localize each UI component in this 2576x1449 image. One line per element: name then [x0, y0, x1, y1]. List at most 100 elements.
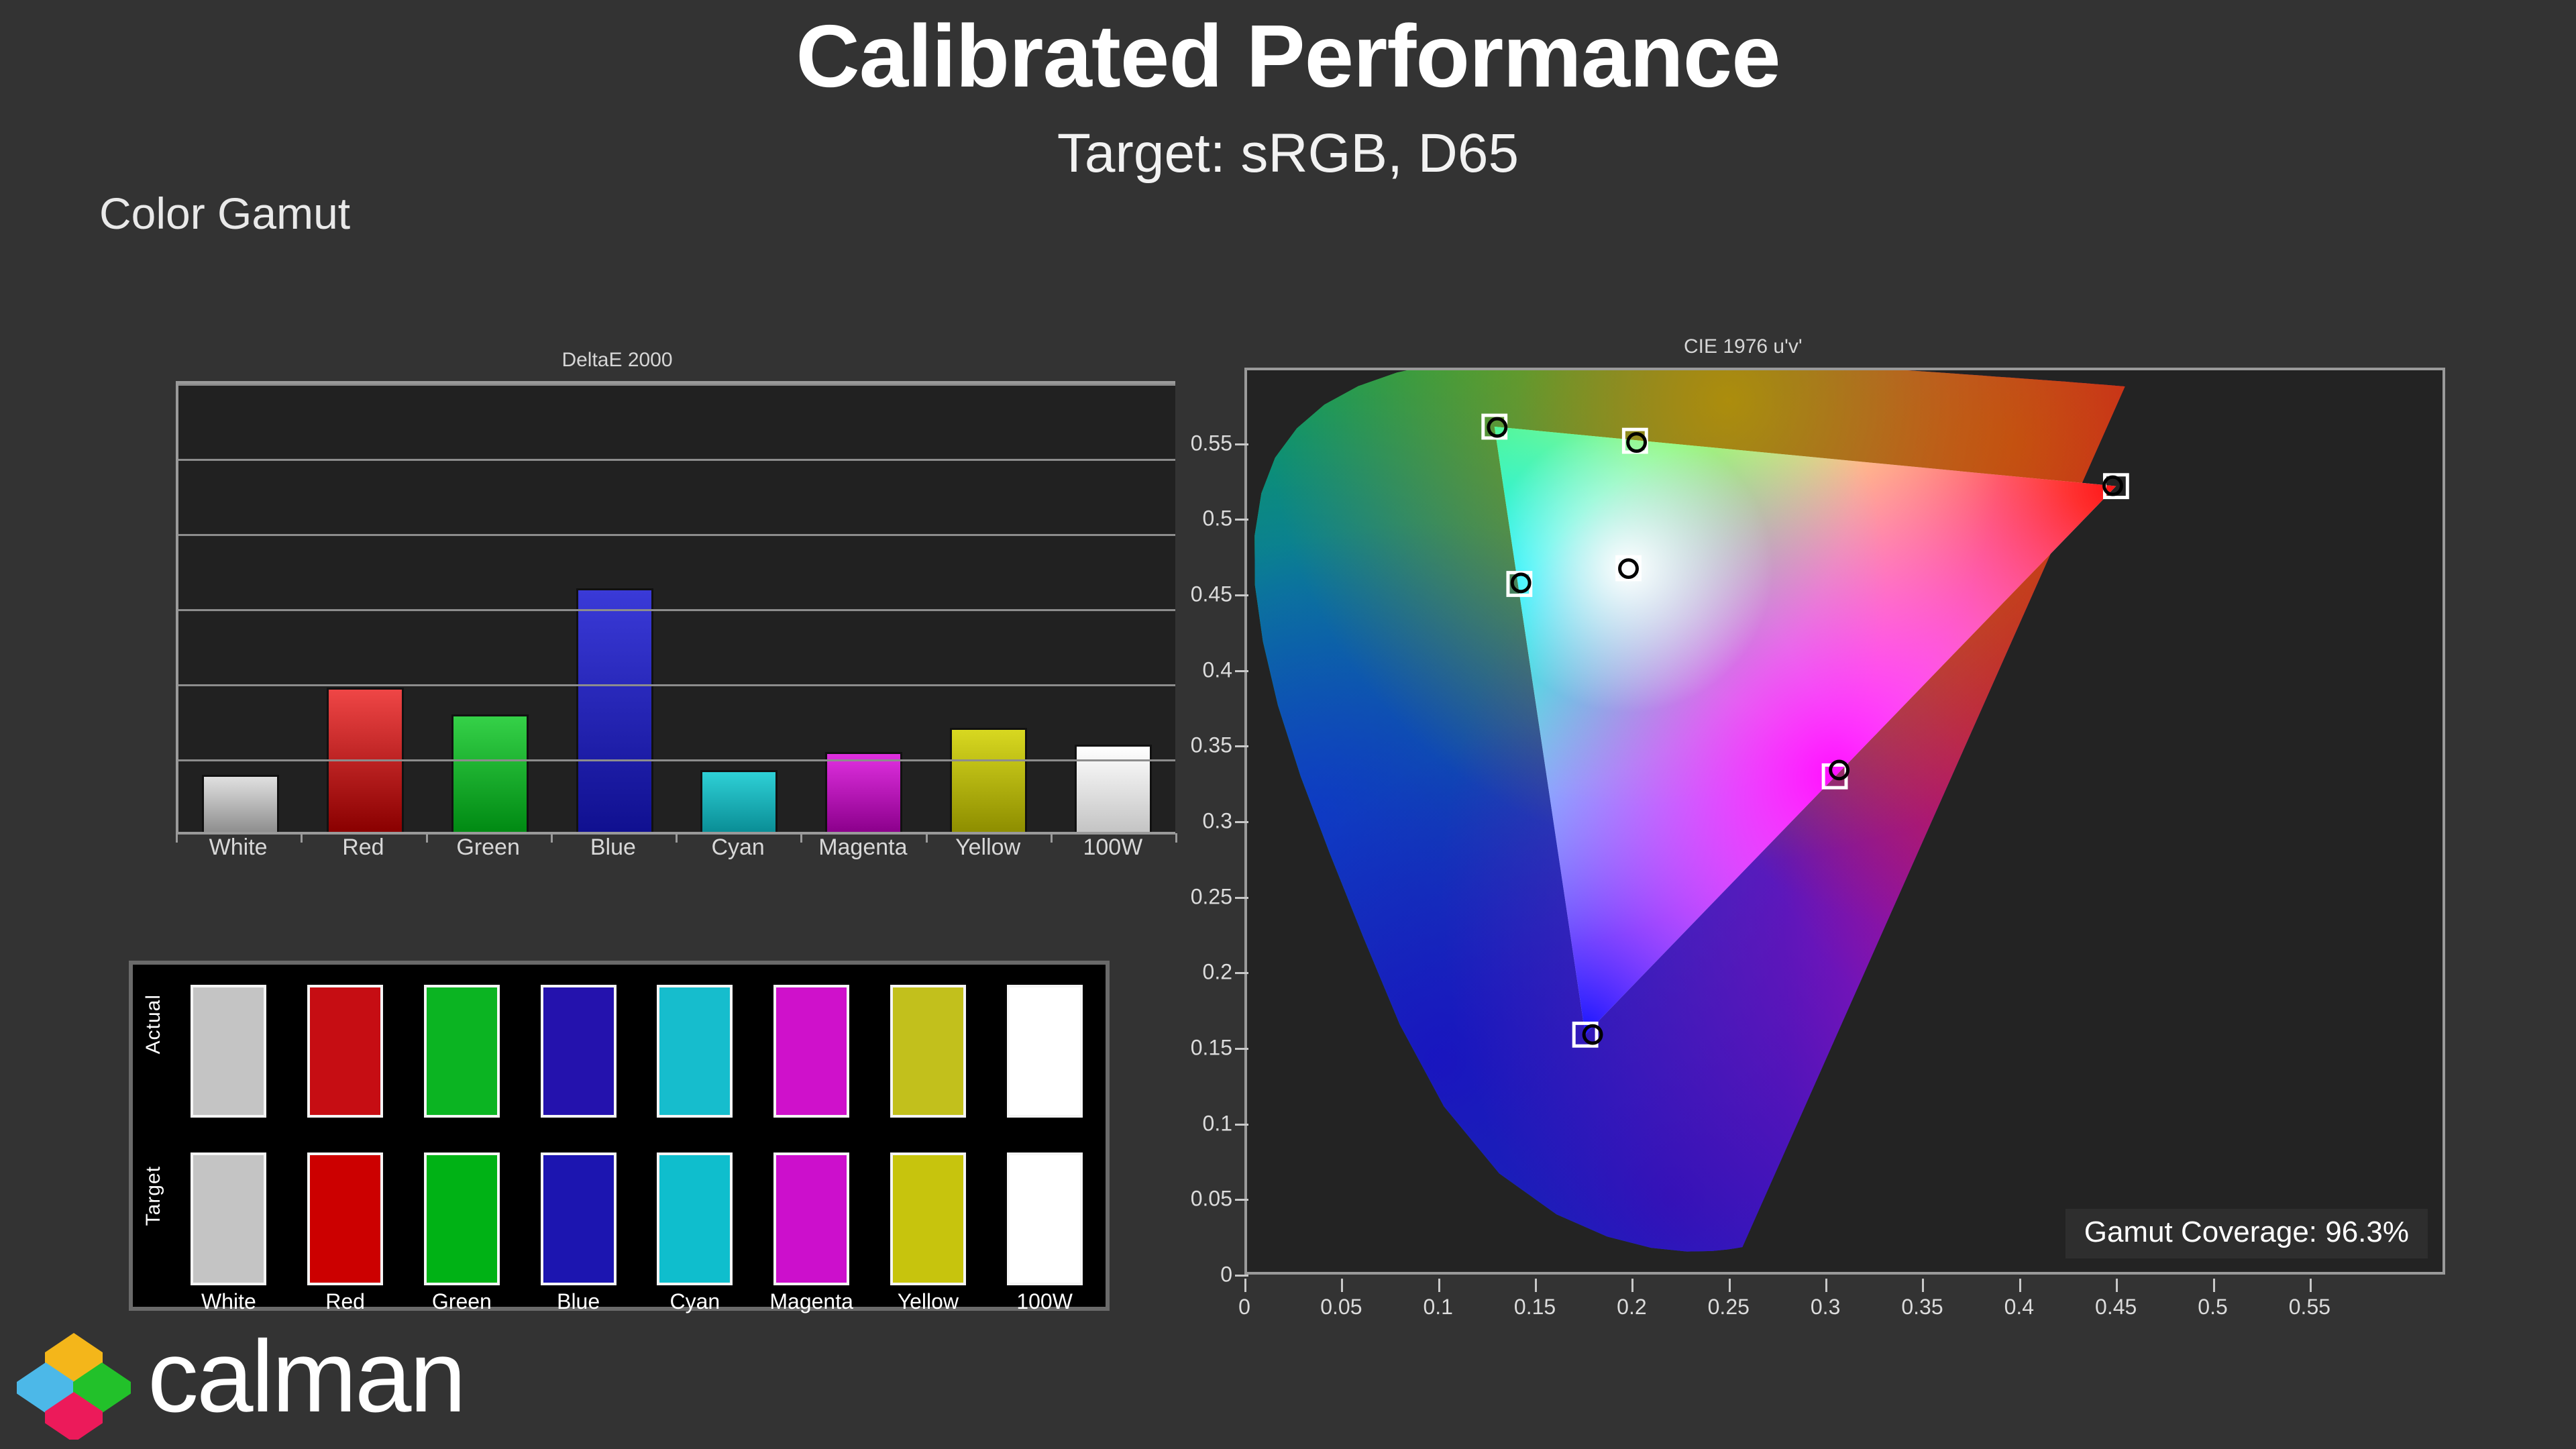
page-title: Calibrated Performance	[796, 7, 1780, 105]
swatch-row-target	[170, 1152, 1103, 1285]
bar-chart-gridline	[178, 759, 1175, 761]
cie-marker-cyan[interactable]	[1506, 571, 1533, 597]
bar-yellow[interactable]	[949, 728, 1027, 832]
cie-marker-white[interactable]	[1615, 555, 1642, 582]
swatch-target-blue[interactable]	[540, 1152, 616, 1285]
cie-y-tick-label: 0.5	[1202, 506, 1232, 531]
cie-x-tick-label: 0	[1238, 1295, 1250, 1319]
cie-x-tickmark	[2019, 1279, 2021, 1292]
cie-y-tick-label: 0.45	[1190, 582, 1232, 606]
bar-chart-x-axis-labels: White Red Green Blue Cyan Magenta Yellow 100W	[176, 835, 1175, 861]
cie-x-tick-label: 0.25	[1707, 1295, 1750, 1319]
swatch-target-red[interactable]	[307, 1152, 384, 1285]
bar-chart-x-tickmark	[925, 833, 928, 843]
swatch-cell	[170, 985, 287, 1118]
bar-slot	[677, 384, 802, 832]
bar-slot	[802, 384, 926, 832]
bar-chart-x-tick-label: White	[209, 835, 268, 860]
bar-chart-gridline	[178, 459, 1175, 461]
bar-chart-bars	[178, 384, 1175, 832]
bar-chart-x-tick-label: Green	[456, 835, 520, 860]
cie-y-tickmark	[1235, 1048, 1248, 1050]
cie-y-tick-label: 0.35	[1190, 733, 1232, 757]
swatch-row-actual	[170, 985, 1103, 1118]
cie-x-tick-label: 0.5	[2198, 1295, 2228, 1319]
swatch-cell	[753, 1152, 870, 1285]
swatch-actual-100w[interactable]	[1006, 985, 1083, 1118]
swatch-column-label: Blue	[557, 1289, 600, 1313]
swatch-column-label: Cyan	[669, 1289, 720, 1313]
cie-x-tick-label: 0.45	[2095, 1295, 2137, 1319]
calman-wordmark: calman	[148, 1320, 466, 1434]
swatch-cell	[753, 985, 870, 1118]
swatch-cell	[287, 1152, 404, 1285]
cie-y-tickmark	[1235, 519, 1248, 521]
swatch-actual-red[interactable]	[307, 985, 384, 1118]
swatch-actual-white[interactable]	[191, 985, 267, 1118]
bar-chart-x-tick-label: Yellow	[955, 835, 1021, 860]
swatch-cell	[287, 985, 404, 1118]
swatch-cell	[404, 985, 521, 1118]
swatch-actual-cyan[interactable]	[657, 985, 733, 1118]
swatch-column-label: Red	[325, 1289, 365, 1313]
bar-slot	[552, 384, 677, 832]
swatch-cell	[637, 1152, 753, 1285]
swatch-target-yellow[interactable]	[890, 1152, 966, 1285]
bar-chart-x-tickmark	[301, 833, 303, 843]
cie-y-tick-label: 0.4	[1202, 657, 1232, 682]
cie-y-tickmark	[1235, 745, 1248, 748]
swatch-target-magenta[interactable]	[773, 1152, 850, 1285]
cie-marker-yellow[interactable]	[1621, 427, 1648, 454]
swatch-actual-green[interactable]	[423, 985, 500, 1118]
cie-x-tick-label: 0.35	[1901, 1295, 1943, 1319]
swatch-comparison-panel: Actual Target White Red Green Blue Cyan Magen…	[129, 961, 1110, 1313]
cie-chart-title: CIE 1976 u'v'	[1684, 335, 1803, 358]
bar-chart-x-tick-label: Magenta	[818, 835, 908, 860]
bar-white[interactable]	[202, 774, 280, 832]
bar-chart-x-tick-label: 100W	[1083, 835, 1143, 860]
swatch-cell	[170, 1152, 287, 1285]
bar-green[interactable]	[451, 714, 529, 832]
cie-x-tick-label: 0.55	[2288, 1295, 2331, 1319]
cie-x-tick-label: 0.1	[1423, 1295, 1453, 1319]
swatch-cell	[637, 985, 753, 1118]
cie-x-tickmark	[2212, 1279, 2215, 1292]
calman-logo: calman	[8, 1320, 652, 1441]
swatch-cell	[986, 1152, 1103, 1285]
swatch-target-100w[interactable]	[1006, 1152, 1083, 1285]
swatch-cell	[404, 1152, 521, 1285]
bar-100w[interactable]	[1074, 745, 1152, 832]
swatch-actual-blue[interactable]	[540, 985, 616, 1118]
bar-chart-gridline	[178, 534, 1175, 536]
bar-chart-x-tick-label: Cyan	[711, 835, 765, 860]
swatch-column-label: Green	[431, 1289, 492, 1313]
swatch-column-label: 100W	[1016, 1289, 1073, 1313]
bar-cyan[interactable]	[700, 770, 778, 832]
swatch-row-label-actual: Actual	[142, 994, 164, 1055]
bar-blue[interactable]	[576, 588, 653, 832]
swatch-cell	[986, 985, 1103, 1118]
logo-chevron-pink	[45, 1392, 103, 1440]
bar-chart-x-tickmark	[176, 833, 178, 843]
swatch-target-cyan[interactable]	[657, 1152, 733, 1285]
cie-marker-green[interactable]	[1481, 413, 1508, 440]
cie-y-tickmark	[1235, 1199, 1248, 1201]
cie-y-tick-label: 0.2	[1202, 959, 1232, 984]
swatch-actual-magenta[interactable]	[773, 985, 850, 1118]
bar-magenta[interactable]	[825, 752, 903, 832]
bar-slot	[1051, 384, 1175, 832]
cie-y-tick-label: 0.55	[1190, 431, 1232, 455]
swatch-actual-yellow[interactable]	[890, 985, 966, 1118]
cie-marker-blue[interactable]	[1572, 1021, 1603, 1048]
swatch-target-white[interactable]	[191, 1152, 267, 1285]
cie-marker-red[interactable]	[2102, 473, 2129, 500]
cie-y-tickmark	[1235, 1123, 1248, 1126]
logo-chevron-blue	[17, 1362, 74, 1413]
cie-x-tickmark	[1631, 1279, 1634, 1292]
cie-y-tickmark	[1235, 821, 1248, 823]
swatch-cell	[520, 1152, 637, 1285]
swatch-target-green[interactable]	[423, 1152, 500, 1285]
bar-slot	[303, 384, 428, 832]
cie-marker-magenta[interactable]	[1821, 759, 1850, 790]
swatch-cell	[520, 985, 637, 1118]
